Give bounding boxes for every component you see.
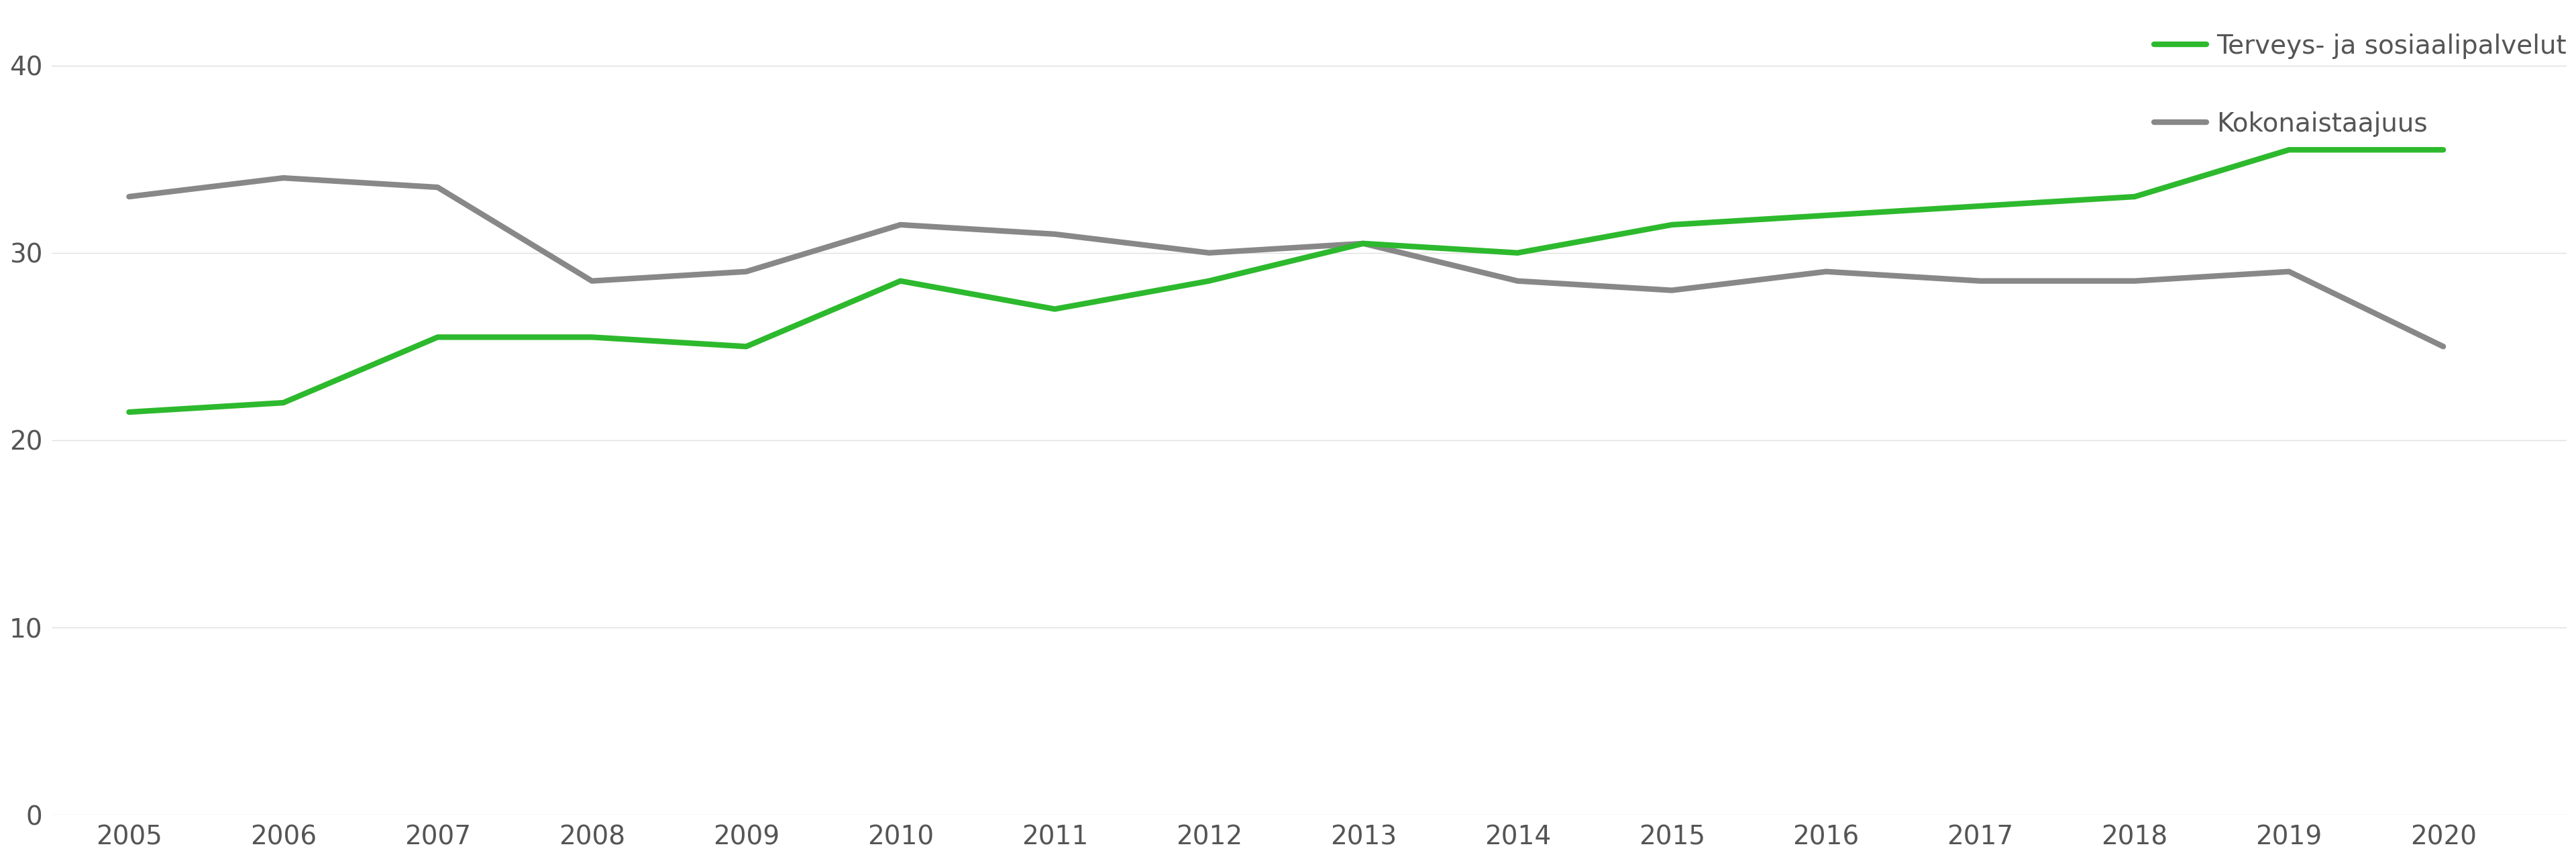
Legend: Terveys- ja sosiaalipalvelut, Kokonaistaajuus: Terveys- ja sosiaalipalvelut, Kokonaista… [2154, 34, 2566, 137]
